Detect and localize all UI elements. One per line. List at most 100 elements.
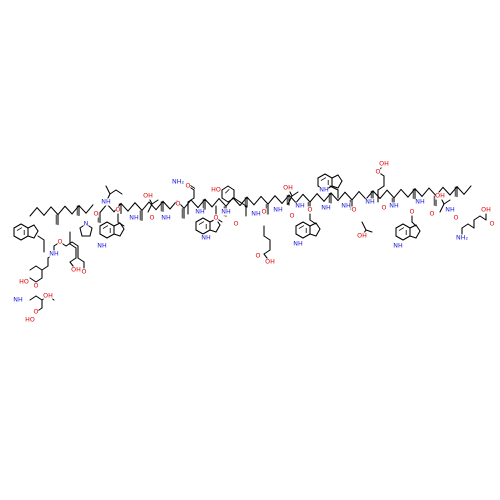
atom-label-bg — [409, 208, 415, 216]
bond — [20, 235, 29, 241]
atom-label-bg — [365, 198, 375, 206]
atom-label-bg — [19, 278, 29, 286]
bond — [415, 230, 421, 239]
atom-label-bg — [57, 238, 63, 246]
oxygen-label: O — [116, 207, 121, 214]
indole-nh-label: NH — [393, 243, 403, 250]
bond — [402, 223, 411, 229]
atom-label-bg — [25, 316, 35, 324]
bond — [99, 233, 108, 239]
bond — [29, 265, 37, 271]
hydroxyl-label: OH — [481, 207, 491, 214]
bond — [407, 188, 416, 198]
bond — [421, 187, 430, 197]
bond — [190, 199, 199, 209]
oxygen-label: O — [308, 207, 313, 214]
bond — [330, 192, 339, 202]
bond — [267, 195, 276, 205]
bond — [395, 223, 404, 229]
atom-label-bg — [435, 192, 445, 200]
oxygen-label: O — [150, 215, 155, 222]
bond — [449, 186, 458, 196]
bond — [218, 198, 227, 207]
bond — [479, 215, 487, 221]
bond — [151, 199, 159, 205]
bond — [287, 195, 293, 205]
bond — [127, 202, 136, 212]
indole-nh-label: NH — [97, 243, 107, 250]
bond — [227, 197, 235, 203]
bond — [209, 229, 217, 233]
bond — [197, 198, 206, 209]
bond — [331, 185, 339, 189]
amide-nh-label: NH — [341, 203, 351, 210]
atom-label-bg — [481, 206, 491, 214]
bond — [324, 173, 333, 179]
atom-label-bg — [83, 220, 89, 228]
bond — [315, 228, 321, 237]
amide-nh-label: NH — [445, 207, 455, 214]
bond — [113, 222, 121, 227]
atom-label-bg — [307, 206, 313, 214]
amide-nh-label: NH — [321, 205, 331, 212]
bond — [77, 257, 85, 263]
oxygen-label: O — [256, 253, 261, 260]
atom-label-bg — [319, 186, 329, 194]
bond — [351, 191, 360, 201]
atom-label-bg — [381, 204, 387, 212]
bond — [41, 265, 49, 271]
oxygen-label: O — [82, 269, 87, 276]
bond — [337, 180, 343, 189]
bond — [358, 191, 367, 200]
bond — [29, 277, 37, 283]
oxygen-label: O — [382, 205, 387, 212]
atom-label-bg — [221, 208, 231, 216]
bond — [50, 206, 59, 216]
atom-label-bg — [415, 198, 425, 206]
bond — [309, 219, 317, 225]
indole-nh-label: NH — [319, 187, 329, 194]
atom-label-bg — [251, 210, 261, 218]
amide-nh-label: NH — [221, 209, 231, 216]
bond — [36, 207, 45, 216]
atom-label-bg — [295, 202, 305, 210]
bond — [415, 224, 421, 232]
atom-label-bg — [171, 178, 185, 186]
oxygen-label: O — [352, 207, 357, 214]
atom-label-bg — [341, 202, 351, 210]
bond — [239, 201, 247, 207]
bond — [309, 193, 318, 203]
oxygen-label: O — [490, 221, 495, 228]
hydroxyl-label: HO — [25, 317, 35, 324]
bond — [400, 188, 409, 198]
bond — [246, 196, 255, 206]
bond — [365, 229, 373, 233]
bond — [115, 189, 123, 195]
bond — [323, 192, 332, 202]
bond — [302, 193, 311, 203]
bond — [288, 194, 297, 204]
bond — [402, 235, 411, 241]
atom-label-bg — [149, 214, 155, 222]
bond — [428, 187, 437, 197]
amide-nh-label: NH — [251, 211, 261, 218]
bond — [198, 221, 205, 225]
bond — [320, 177, 327, 181]
bond — [298, 225, 305, 229]
oxygen-label: O — [94, 211, 99, 218]
bond — [442, 186, 451, 196]
bond — [204, 198, 213, 208]
bond — [27, 224, 35, 229]
atom-label-bg — [293, 240, 303, 248]
bond — [414, 188, 423, 197]
bond — [79, 227, 83, 237]
bond — [456, 186, 465, 195]
bond — [35, 277, 43, 283]
atom-label-bg — [453, 214, 459, 222]
atom-label-bg — [115, 206, 121, 214]
atom-label-bg — [261, 208, 267, 216]
atom-label-bg — [211, 186, 221, 194]
oxygen-label: O — [214, 215, 219, 222]
bond — [302, 233, 311, 239]
atom-label-bg — [33, 308, 39, 316]
